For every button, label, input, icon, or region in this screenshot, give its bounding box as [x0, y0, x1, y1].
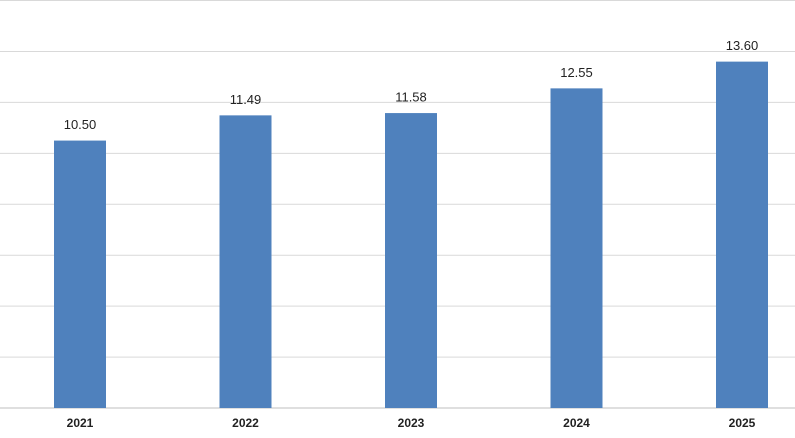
- bar: [716, 61, 768, 408]
- bar: [385, 113, 437, 409]
- x-tick-label: 2023: [398, 416, 425, 430]
- bar: [550, 88, 603, 408]
- x-tick-label: 2025: [729, 416, 756, 430]
- value-label: 11.49: [230, 92, 262, 107]
- value-label: 10.50: [64, 117, 97, 132]
- x-tick-label: 2021: [67, 416, 94, 430]
- value-label: 13.60: [726, 38, 759, 53]
- value-label: 12.55: [560, 65, 593, 80]
- x-tick-label: 2022: [232, 416, 259, 430]
- value-label: 11.58: [395, 90, 427, 105]
- x-tick-label: 2024: [563, 416, 590, 430]
- bar: [54, 140, 106, 408]
- bar: [219, 115, 272, 408]
